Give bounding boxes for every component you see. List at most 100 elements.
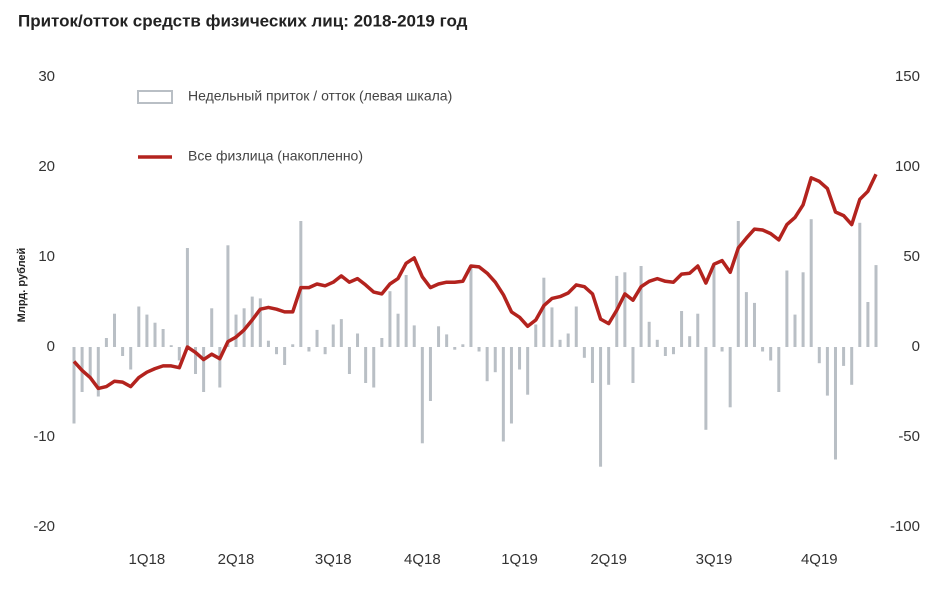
bar [169,345,173,347]
y2-tick-label: 50 [903,248,920,265]
bar [509,347,513,424]
bar [631,347,635,383]
bar [121,347,125,356]
bar [736,221,740,347]
bar [817,347,821,364]
x-tick-label: 1Q19 [501,551,538,568]
bar [96,347,100,397]
y2-tick-label: 100 [895,158,920,175]
bar [283,347,287,365]
bar [404,275,408,347]
bar [542,277,546,347]
bar [809,219,813,347]
bar [582,347,586,358]
legend-label: Все физлица (накопленно) [188,148,363,164]
bar [137,306,141,347]
y-tick-label: -10 [33,428,55,445]
bar [623,272,627,347]
bar [558,339,562,347]
y-tick-label: 20 [38,158,55,175]
bar [655,339,659,347]
bar [680,311,684,347]
bar [761,347,765,352]
bar [663,347,667,356]
bar [145,314,149,347]
bar [218,347,222,388]
bar [704,347,708,430]
bar [323,347,327,355]
bar [72,347,76,424]
y2-tick-label: -50 [898,428,920,445]
bar [752,302,756,347]
bar [104,338,108,347]
bar [874,265,878,347]
bar [129,347,133,370]
x-tick-label: 3Q19 [696,551,733,568]
bar [372,347,376,388]
bar [177,347,181,361]
bar [210,308,214,347]
bar [744,292,748,347]
x-tick-label: 2Q18 [218,551,255,568]
bar [453,347,457,350]
bar [461,344,465,347]
bar [194,347,198,374]
y-tick-label: 30 [38,68,55,85]
bar [339,319,343,347]
bar [380,338,384,347]
bar [477,347,481,352]
legend-label: Недельный приток / отток (левая шкала) [188,88,452,104]
bar [574,306,578,347]
bar [185,248,189,347]
bar [769,347,773,361]
bar [866,302,870,347]
bar [833,347,837,460]
bar [234,314,238,347]
bar [396,313,400,347]
x-tick-label: 2Q19 [590,551,627,568]
bar [566,333,570,347]
bar [347,347,351,374]
bar [526,347,530,395]
bar [639,266,643,347]
bar [307,347,311,352]
y-tick-label: -20 [33,518,55,535]
bar [696,313,700,347]
y-tick-label: 0 [47,338,55,355]
bar [88,347,92,379]
bar [712,266,716,347]
bar [501,347,505,442]
bar [728,347,732,408]
bar [299,221,303,347]
bar [534,324,538,347]
bar [550,307,554,347]
bar [161,329,165,347]
bar [202,347,206,392]
line [72,173,878,391]
y2-tick-label: -100 [890,518,920,535]
bar [445,334,449,347]
bar [777,347,781,392]
bar [275,347,279,355]
bar [356,333,360,347]
bar [607,347,611,385]
bar [518,347,522,370]
bar [793,314,797,347]
bar [437,326,441,347]
bar [825,347,829,396]
y-axis-label: Млрд. рублей [16,248,28,323]
bar [331,324,335,347]
bar [226,245,230,347]
bar [485,347,489,382]
y2-tick-label: 0 [912,338,920,355]
x-tick-label: 1Q18 [129,551,166,568]
bar [493,347,497,373]
chart-title: Приток/отток средств физических лиц: 201… [18,11,468,30]
bar [469,266,473,347]
x-tick-label: 3Q18 [315,551,352,568]
bar [599,347,603,467]
bar [412,325,416,347]
bar [291,344,295,347]
bar [315,329,319,347]
